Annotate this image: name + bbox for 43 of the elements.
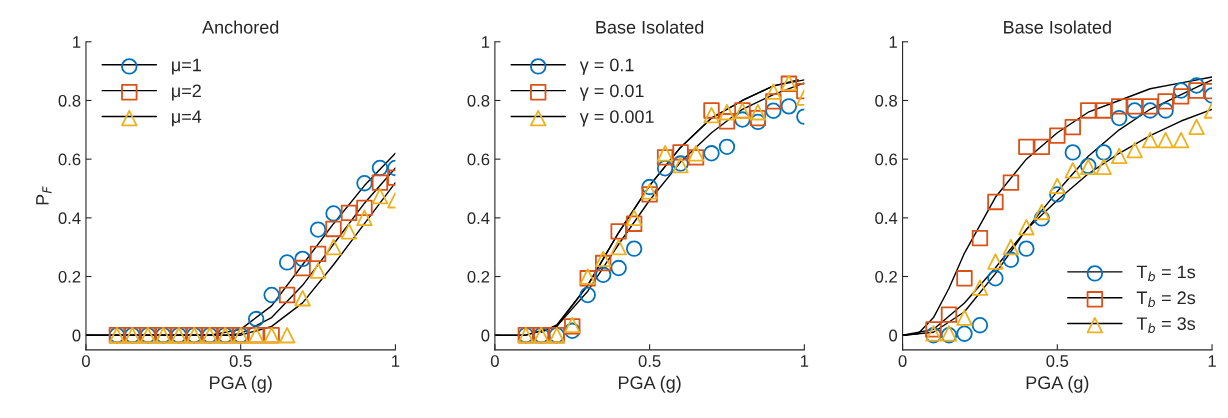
legend-label: γ = 0.01 bbox=[579, 84, 644, 101]
y-tick-label: 0.4 bbox=[467, 212, 490, 225]
legend-label: μ=4 bbox=[172, 110, 202, 127]
y-tick-label: 1 bbox=[73, 36, 81, 48]
legend-label: μ=1 bbox=[172, 58, 201, 75]
legend-label: T$_{b}$ = 3s bbox=[1136, 317, 1196, 333]
x-tick-label: 0 bbox=[898, 355, 907, 367]
y-tick-label: 0.6 bbox=[875, 153, 897, 166]
y-tick-label: 1 bbox=[482, 36, 490, 48]
x-tick-label: 1 bbox=[800, 355, 809, 367]
legend-label: γ = 0.1 bbox=[579, 58, 634, 75]
legend-label: T$_{b}$ = 1s bbox=[1136, 265, 1196, 282]
y-tick-label: 0.8 bbox=[875, 94, 897, 107]
y-tick-label: 0 bbox=[889, 329, 898, 342]
x-axis-title: PGA (g) bbox=[618, 375, 681, 393]
legend-label: μ=2 bbox=[172, 84, 201, 101]
y-axis-title: P$_{F}$ bbox=[36, 186, 52, 205]
y-tick-label: 1 bbox=[889, 36, 897, 48]
legend-label: γ = 0.001 bbox=[579, 110, 654, 127]
legend-label: T$_{b}$ = 2s bbox=[1136, 291, 1196, 308]
y-tick-label: 0.2 bbox=[467, 270, 490, 283]
y-tick-label: 0.8 bbox=[467, 94, 490, 107]
x-tick-label: 0.5 bbox=[229, 355, 252, 367]
x-tick-label: 0 bbox=[490, 355, 499, 367]
y-tick-label: 0 bbox=[72, 329, 81, 342]
y-tick-label: 0.4 bbox=[875, 212, 898, 225]
chart-title: Anchored bbox=[202, 20, 279, 34]
x-tick-label: 0.5 bbox=[638, 355, 661, 367]
x-axis-title: PGA (g) bbox=[1026, 375, 1089, 393]
x-tick-label: 0.5 bbox=[1046, 355, 1069, 367]
y-tick-label: 0 bbox=[481, 329, 490, 342]
x-axis-title: PGA (g) bbox=[210, 375, 272, 393]
x-tick-label: 0 bbox=[81, 355, 90, 367]
chart-title: Base Isolated bbox=[596, 20, 704, 34]
y-tick-label: 0.2 bbox=[58, 270, 81, 283]
y-tick-label: 0.8 bbox=[58, 94, 81, 107]
x-tick-label: 1 bbox=[392, 355, 400, 367]
y-tick-label: 0.6 bbox=[58, 153, 81, 166]
chart-title: Base Isolated bbox=[1004, 20, 1111, 34]
y-tick-label: 0.4 bbox=[58, 212, 81, 225]
y-tick-label: 0.2 bbox=[875, 270, 897, 283]
y-tick-label: 0.6 bbox=[467, 153, 490, 166]
x-tick-label: 1 bbox=[1208, 355, 1216, 367]
